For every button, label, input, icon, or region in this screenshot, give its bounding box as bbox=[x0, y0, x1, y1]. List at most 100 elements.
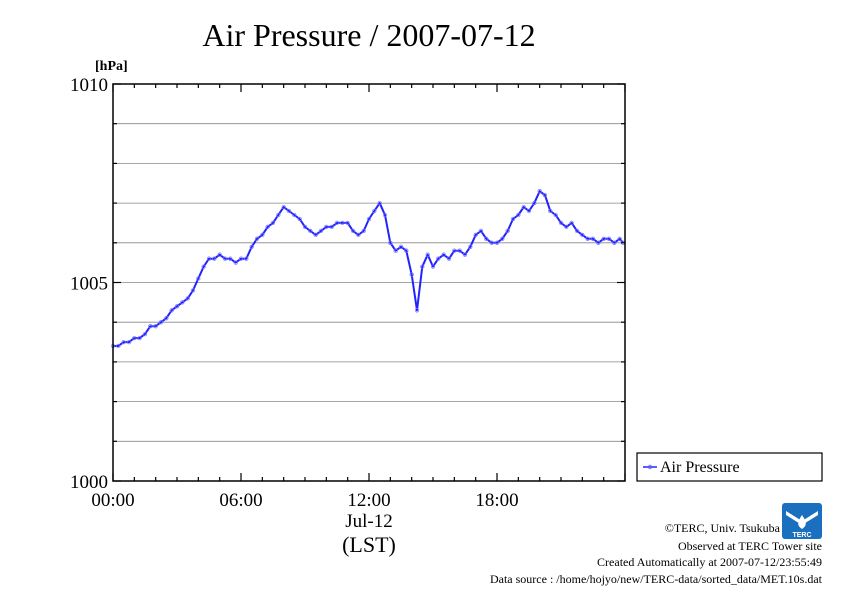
data-point bbox=[505, 228, 510, 234]
data-point bbox=[420, 264, 425, 269]
data-point bbox=[286, 208, 292, 214]
data-point bbox=[526, 208, 532, 214]
data-point bbox=[270, 220, 276, 226]
data-point bbox=[585, 236, 590, 241]
data-point bbox=[276, 212, 281, 218]
x-axis-label: (LST) bbox=[342, 532, 396, 557]
data-point bbox=[132, 335, 137, 341]
data-point bbox=[436, 256, 441, 261]
data-point bbox=[244, 256, 249, 261]
data-point bbox=[537, 189, 542, 194]
legend-box bbox=[636, 452, 823, 482]
data-point bbox=[281, 204, 286, 210]
data-point bbox=[457, 248, 462, 253]
data-point bbox=[340, 220, 345, 226]
data-point bbox=[404, 248, 409, 253]
data-point bbox=[292, 212, 297, 218]
data-point bbox=[446, 256, 452, 261]
data-point bbox=[206, 256, 212, 261]
data-point bbox=[484, 236, 489, 241]
data-point bbox=[228, 256, 233, 261]
data-point bbox=[201, 264, 206, 269]
data-point bbox=[153, 324, 158, 329]
data-point bbox=[452, 248, 457, 253]
data-point bbox=[324, 224, 329, 230]
data-point bbox=[329, 224, 334, 230]
data-point bbox=[548, 208, 553, 214]
x-tick-label: 18:00 bbox=[475, 490, 518, 511]
y-tick-label: 1005 bbox=[70, 274, 108, 295]
data-point bbox=[580, 232, 585, 238]
data-point bbox=[441, 252, 446, 257]
data-point bbox=[553, 212, 558, 218]
credit-site: Observed at TERC Tower site bbox=[678, 539, 822, 553]
data-point bbox=[148, 324, 153, 329]
data-point bbox=[409, 272, 414, 277]
data-point bbox=[532, 200, 537, 206]
data-point bbox=[606, 236, 612, 241]
data-point bbox=[596, 240, 601, 245]
credit-source: Data source : /home/hojyo/new/TERC-data/… bbox=[490, 572, 823, 586]
data-point bbox=[254, 236, 260, 241]
data-point bbox=[489, 240, 494, 245]
data-point bbox=[590, 236, 596, 241]
data-point bbox=[617, 236, 622, 241]
data-point bbox=[345, 220, 350, 226]
data-point bbox=[388, 240, 393, 245]
data-point bbox=[569, 220, 574, 226]
data-point bbox=[425, 252, 430, 257]
data-point bbox=[372, 208, 377, 214]
data-point bbox=[238, 256, 244, 261]
data-point bbox=[398, 244, 404, 249]
series-line bbox=[113, 190, 624, 347]
data-point bbox=[302, 224, 308, 230]
data-point bbox=[430, 264, 436, 269]
y-axis-unit: [hPa] bbox=[95, 59, 128, 74]
data-point bbox=[382, 212, 388, 218]
data-point bbox=[217, 252, 222, 257]
data-point bbox=[558, 220, 564, 226]
credit-created: Created Automatically at 2007-07-12/23:5… bbox=[597, 555, 822, 569]
data-point bbox=[174, 304, 180, 309]
credit-copyright: ©TERC, Univ. Tsukuba bbox=[665, 521, 781, 535]
data-point bbox=[564, 224, 569, 230]
data-point bbox=[494, 240, 500, 245]
x-tick-labels: 00:00 06:00 12:00 18:00 bbox=[91, 490, 518, 511]
grid-lines bbox=[113, 123, 625, 442]
legend-label: Air Pressure bbox=[660, 459, 740, 476]
data-point bbox=[350, 228, 356, 234]
data-point bbox=[169, 308, 174, 313]
svg-text:TERC: TERC bbox=[792, 532, 811, 539]
data-point bbox=[190, 288, 196, 293]
data-point bbox=[574, 228, 580, 234]
data-point bbox=[516, 212, 521, 218]
data-point bbox=[233, 260, 238, 265]
data-point bbox=[180, 300, 185, 305]
data-point bbox=[185, 296, 190, 301]
data-point bbox=[212, 256, 217, 261]
data-point bbox=[164, 316, 169, 321]
data-point bbox=[137, 335, 142, 341]
data-point bbox=[313, 232, 318, 238]
data-point bbox=[612, 240, 617, 245]
x-date-label: Jul-12 bbox=[345, 511, 393, 532]
chart-title: Air Pressure / 2007-07-12 bbox=[202, 17, 535, 53]
data-point bbox=[414, 308, 420, 313]
data-point bbox=[521, 204, 526, 210]
data-point bbox=[473, 232, 478, 238]
data-point bbox=[318, 228, 324, 234]
data-point bbox=[265, 224, 270, 230]
data-point bbox=[142, 331, 148, 337]
data-point bbox=[366, 216, 372, 222]
data-point bbox=[196, 276, 201, 281]
data-point bbox=[361, 228, 366, 234]
data-point bbox=[249, 244, 254, 249]
data-point bbox=[500, 236, 505, 241]
data-point bbox=[462, 252, 468, 257]
data-point bbox=[334, 220, 340, 226]
legend: Air Pressure bbox=[636, 452, 823, 482]
data-point bbox=[601, 236, 606, 241]
legend-point-marker bbox=[647, 464, 653, 470]
x-tick-label: 12:00 bbox=[347, 490, 390, 511]
